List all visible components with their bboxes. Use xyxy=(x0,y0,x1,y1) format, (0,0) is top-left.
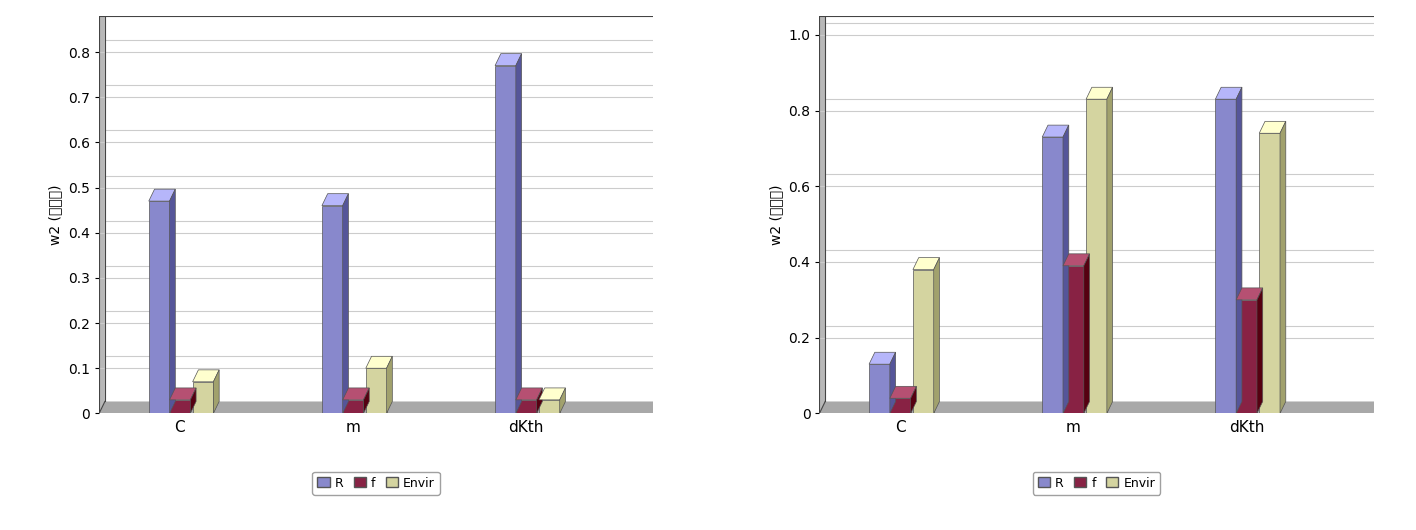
Polygon shape xyxy=(1086,99,1107,413)
Polygon shape xyxy=(889,386,916,398)
Polygon shape xyxy=(1259,121,1286,133)
Y-axis label: w2 (영향도): w2 (영향도) xyxy=(48,184,62,245)
Polygon shape xyxy=(170,400,190,413)
Polygon shape xyxy=(190,388,195,413)
Polygon shape xyxy=(343,193,348,413)
Polygon shape xyxy=(515,54,521,413)
Polygon shape xyxy=(537,388,542,413)
Polygon shape xyxy=(321,193,348,206)
Polygon shape xyxy=(365,356,392,368)
Polygon shape xyxy=(913,258,939,270)
Legend: R, f, Envir: R, f, Envir xyxy=(1032,472,1160,494)
Polygon shape xyxy=(170,189,176,413)
Polygon shape xyxy=(913,270,933,413)
Polygon shape xyxy=(496,54,521,66)
Polygon shape xyxy=(364,388,370,413)
Polygon shape xyxy=(343,400,364,413)
Polygon shape xyxy=(869,352,895,364)
Polygon shape xyxy=(820,4,826,413)
Polygon shape xyxy=(193,382,214,413)
Polygon shape xyxy=(99,402,658,413)
Polygon shape xyxy=(1257,288,1263,413)
Polygon shape xyxy=(170,388,195,400)
Polygon shape xyxy=(933,258,939,413)
Polygon shape xyxy=(321,206,343,413)
Polygon shape xyxy=(1280,121,1286,413)
Polygon shape xyxy=(1063,266,1083,413)
Polygon shape xyxy=(539,400,559,413)
Polygon shape xyxy=(1236,288,1263,300)
Polygon shape xyxy=(515,388,542,400)
Polygon shape xyxy=(1042,125,1069,137)
Polygon shape xyxy=(1107,87,1113,413)
Polygon shape xyxy=(910,386,916,413)
Polygon shape xyxy=(869,364,889,413)
Polygon shape xyxy=(149,189,176,201)
Polygon shape xyxy=(149,201,170,413)
Polygon shape xyxy=(1259,133,1280,413)
Polygon shape xyxy=(1236,300,1257,413)
Polygon shape xyxy=(214,370,219,413)
Polygon shape xyxy=(559,388,565,413)
Polygon shape xyxy=(1063,254,1089,266)
Polygon shape xyxy=(343,388,370,400)
Polygon shape xyxy=(365,368,387,413)
Polygon shape xyxy=(1083,254,1089,413)
Legend: R, f, Envir: R, f, Envir xyxy=(313,472,440,494)
Polygon shape xyxy=(99,4,105,413)
Polygon shape xyxy=(1215,87,1242,99)
Polygon shape xyxy=(1063,125,1069,413)
Polygon shape xyxy=(820,402,1379,413)
Polygon shape xyxy=(1086,87,1113,99)
Polygon shape xyxy=(1236,87,1242,413)
Polygon shape xyxy=(387,356,392,413)
Polygon shape xyxy=(515,400,537,413)
Y-axis label: w2 (영향도): w2 (영향도) xyxy=(769,184,783,245)
Polygon shape xyxy=(889,398,910,413)
Polygon shape xyxy=(193,370,219,382)
Polygon shape xyxy=(1215,99,1236,413)
Polygon shape xyxy=(539,388,565,400)
Polygon shape xyxy=(496,66,515,413)
Polygon shape xyxy=(889,352,895,413)
Polygon shape xyxy=(1042,137,1063,413)
